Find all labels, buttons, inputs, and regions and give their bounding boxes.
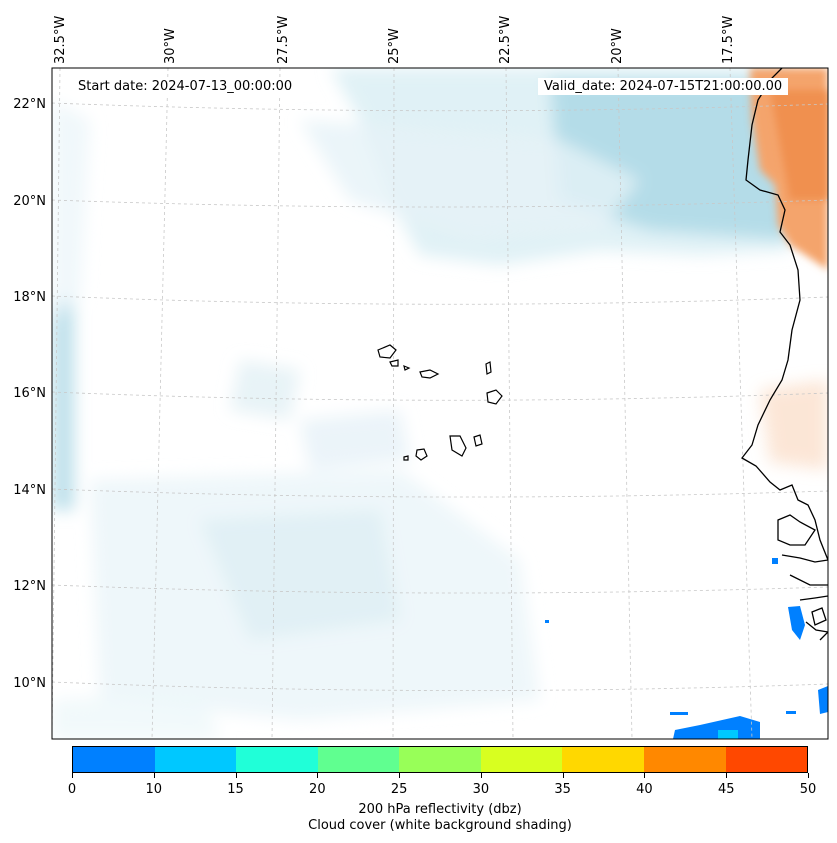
lat-label: 18°N — [13, 290, 46, 305]
lat-label: 22°N — [13, 97, 46, 112]
colorbar-segment — [317, 747, 400, 772]
gridlines — [52, 68, 828, 739]
colorbar-tick-mark — [153, 773, 155, 778]
lat-label: 10°N — [13, 676, 46, 691]
coastline — [741, 68, 828, 641]
colorbar-tick-mark — [644, 773, 646, 778]
cape-verde-islands — [377, 344, 503, 461]
colorbar-tick-mark — [72, 773, 73, 778]
start-date-label: Start date: 2024-07-13_00:00:00 — [72, 78, 299, 95]
colorbar-segment — [73, 747, 155, 772]
land-warm-shading — [750, 68, 828, 470]
colorbar-tick-label: 15 — [227, 782, 244, 797]
colorbar-tick-mark — [399, 773, 401, 778]
colorbar-segment — [154, 747, 237, 772]
colorbar-tick-label: 45 — [717, 782, 735, 797]
colorbar-segment — [725, 747, 808, 772]
colorbar-segment — [480, 747, 563, 772]
lat-label: 20°N — [13, 194, 46, 209]
reflectivity-cells — [545, 558, 828, 739]
lon-label: 25°W — [387, 28, 402, 64]
colorbar-tick-label: 10 — [145, 782, 163, 797]
colorbar-tick-label: 50 — [799, 782, 817, 797]
colorbar-tick-mark — [235, 773, 237, 778]
colorbar-tick-label: 20 — [309, 782, 326, 797]
lon-label: 22.5°W — [498, 15, 513, 64]
colorbar-segment — [236, 747, 318, 772]
colorbar-tick-mark — [317, 773, 319, 778]
lat-label: 12°N — [13, 579, 46, 594]
colorbar-tick-mark — [562, 773, 564, 778]
lat-label: 14°N — [13, 483, 46, 498]
cloud-cover-shading — [52, 68, 790, 739]
lat-label: 16°N — [13, 386, 46, 401]
colorbar-segment — [399, 747, 481, 772]
lon-label: 20°W — [610, 28, 625, 64]
colorbar-tick-label: 35 — [554, 782, 571, 797]
lon-label: 17.5°W — [721, 15, 736, 64]
colorbar-sublabel: Cloud cover (white background shading) — [308, 818, 572, 833]
colorbar-segment — [562, 747, 644, 772]
valid-date-label: Valid_date: 2024-07-15T21:00:00.00 — [538, 78, 789, 95]
colorbar — [72, 746, 808, 773]
colorbar-tick-mark — [726, 773, 728, 778]
lon-label: 27.5°W — [276, 15, 291, 64]
colorbar-tick-mark — [808, 773, 809, 778]
colorbar-tick-label: 0 — [67, 782, 77, 797]
lon-label: 30°W — [163, 28, 178, 64]
colorbar-tick-label: 25 — [390, 782, 408, 797]
colorbar-tick-label: 30 — [472, 782, 490, 797]
colorbar-tick-label: 40 — [636, 782, 653, 797]
map-frame — [51, 67, 829, 740]
colorbar-label: 200 hPa reflectivity (dbz) — [358, 802, 522, 817]
lon-label: 32.5°W — [53, 15, 68, 64]
colorbar-segment — [643, 747, 726, 772]
colorbar-tick-mark — [480, 773, 482, 778]
